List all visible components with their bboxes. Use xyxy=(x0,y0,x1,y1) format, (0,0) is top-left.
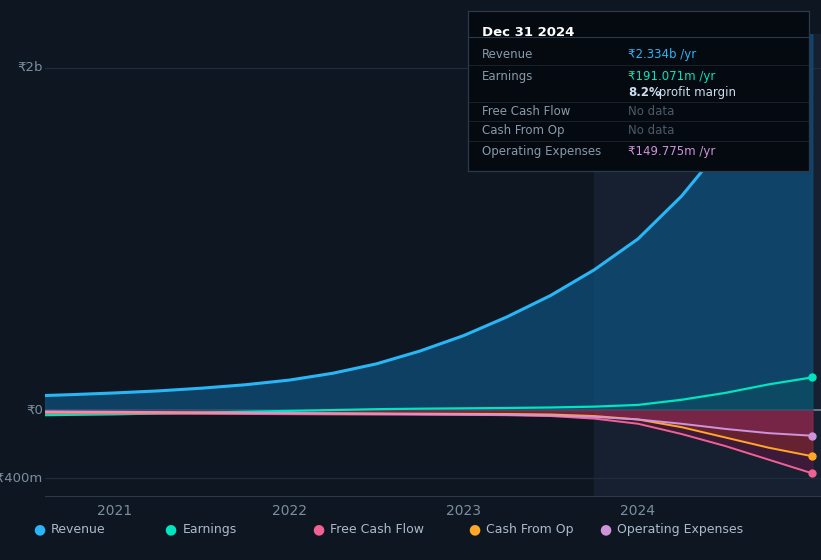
Text: Revenue: Revenue xyxy=(51,522,106,536)
Text: ₹0: ₹0 xyxy=(26,404,43,417)
Text: ●: ● xyxy=(312,522,324,536)
Text: ₹2.334b /yr: ₹2.334b /yr xyxy=(628,48,696,61)
Text: ●: ● xyxy=(468,522,480,536)
Text: ₹2b: ₹2b xyxy=(17,62,43,74)
Bar xyxy=(594,34,821,496)
Text: Earnings: Earnings xyxy=(482,70,533,83)
Text: Free Cash Flow: Free Cash Flow xyxy=(482,105,570,118)
Text: 8.2%: 8.2% xyxy=(628,86,661,99)
Text: Cash From Op: Cash From Op xyxy=(486,522,574,536)
Text: Operating Expenses: Operating Expenses xyxy=(482,145,601,158)
Text: ₹191.071m /yr: ₹191.071m /yr xyxy=(628,70,715,83)
Text: Revenue: Revenue xyxy=(482,48,533,61)
Text: Cash From Op: Cash From Op xyxy=(482,124,564,137)
Text: ●: ● xyxy=(599,522,612,536)
Text: Earnings: Earnings xyxy=(182,522,236,536)
Text: No data: No data xyxy=(628,105,675,118)
Text: ₹149.775m /yr: ₹149.775m /yr xyxy=(628,145,715,158)
Text: No data: No data xyxy=(628,124,675,137)
Text: -₹400m: -₹400m xyxy=(0,472,43,485)
Text: Free Cash Flow: Free Cash Flow xyxy=(330,522,424,536)
Text: ●: ● xyxy=(164,522,177,536)
Text: Operating Expenses: Operating Expenses xyxy=(617,522,744,536)
Text: profit margin: profit margin xyxy=(655,86,736,99)
Text: ●: ● xyxy=(33,522,45,536)
Text: Dec 31 2024: Dec 31 2024 xyxy=(482,26,574,39)
